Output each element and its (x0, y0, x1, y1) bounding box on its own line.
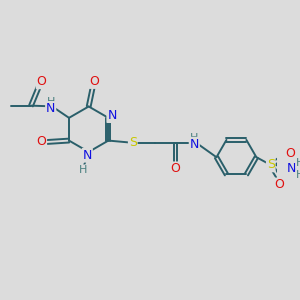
Text: H: H (46, 97, 55, 107)
Text: O: O (37, 75, 46, 88)
Text: H: H (190, 133, 199, 143)
Text: H: H (296, 158, 300, 168)
Text: S: S (129, 136, 137, 149)
Text: O: O (90, 75, 99, 88)
Text: S: S (267, 158, 275, 172)
Text: N: N (46, 102, 56, 115)
Text: N: N (190, 138, 199, 151)
Text: H: H (296, 170, 300, 180)
Text: H: H (78, 165, 87, 175)
Text: O: O (170, 162, 180, 175)
Text: N: N (286, 162, 296, 175)
Text: N: N (107, 109, 117, 122)
Text: O: O (285, 147, 295, 160)
Text: O: O (36, 136, 46, 148)
Text: N: N (82, 149, 92, 162)
Text: O: O (274, 178, 284, 191)
